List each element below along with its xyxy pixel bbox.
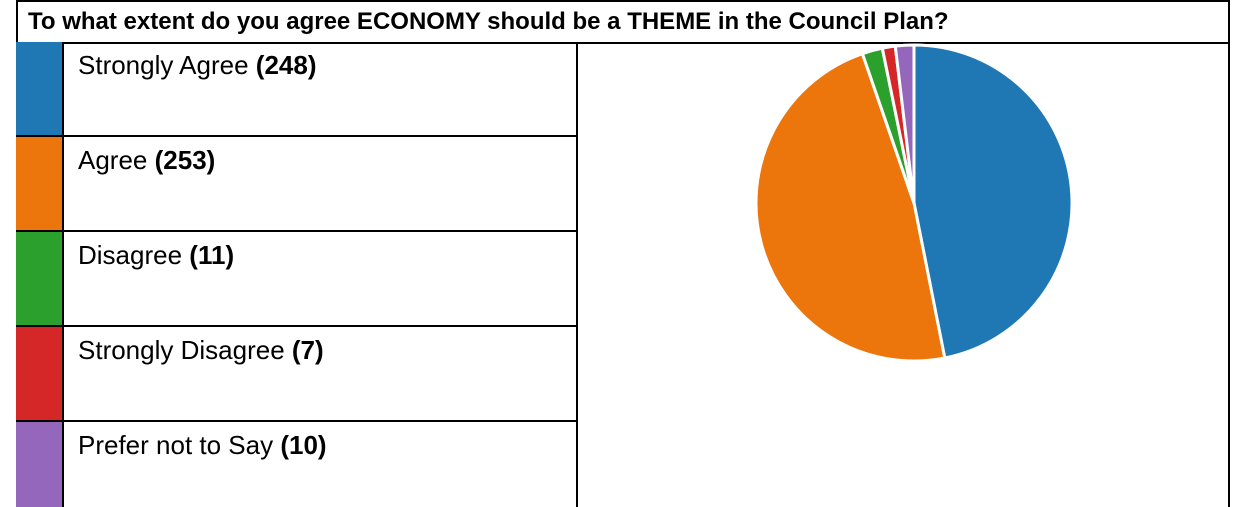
pie-slice-prefer-not-to-say xyxy=(893,43,916,205)
legend-label-count: (11) xyxy=(189,240,235,270)
legend-label: Prefer not to Say (10) xyxy=(78,430,327,461)
legend-label: Agree (253) xyxy=(78,145,215,176)
legend-label-name: Disagree xyxy=(78,240,183,270)
legend-item-strongly-disagree: Strongly Disagree (7) xyxy=(16,327,578,422)
pie-slice-strongly-agree xyxy=(912,43,1074,360)
legend-swatch xyxy=(16,137,64,230)
legend-swatch xyxy=(16,327,64,420)
pie-chart-area xyxy=(578,42,1228,507)
question-header: To what extent do you agree ECONOMY shou… xyxy=(16,0,1230,44)
legend-label: Strongly Disagree (7) xyxy=(78,335,324,366)
legend-label-name: Prefer not to Say xyxy=(78,430,274,460)
legend-label-count: (253) xyxy=(154,145,216,175)
legend-swatch xyxy=(16,42,64,135)
pie-slice-agree xyxy=(754,52,947,363)
legend: Strongly Agree (248) Agree (253) Disagre… xyxy=(16,42,578,507)
legend-label: Strongly Agree (248) xyxy=(78,50,317,81)
legend-swatch xyxy=(16,232,64,325)
legend-swatch xyxy=(16,422,64,507)
legend-label-name: Agree xyxy=(78,145,148,175)
legend-label-count: (10) xyxy=(280,430,327,460)
legend-item-strongly-agree: Strongly Agree (248) xyxy=(16,42,578,137)
pie-chart xyxy=(754,43,1074,363)
legend-label-name: Strongly Disagree xyxy=(78,335,285,365)
legend-label: Disagree (11) xyxy=(78,240,234,271)
legend-label-count: (7) xyxy=(291,335,324,365)
legend-item-prefer-not-to-say: Prefer not to Say (10) xyxy=(16,422,578,507)
legend-item-agree: Agree (253) xyxy=(16,137,578,232)
legend-item-disagree: Disagree (11) xyxy=(16,232,578,327)
legend-label-count: (248) xyxy=(255,50,317,80)
question-title: To what extent do you agree ECONOMY shou… xyxy=(28,8,949,35)
legend-label-name: Strongly Agree xyxy=(78,50,249,80)
